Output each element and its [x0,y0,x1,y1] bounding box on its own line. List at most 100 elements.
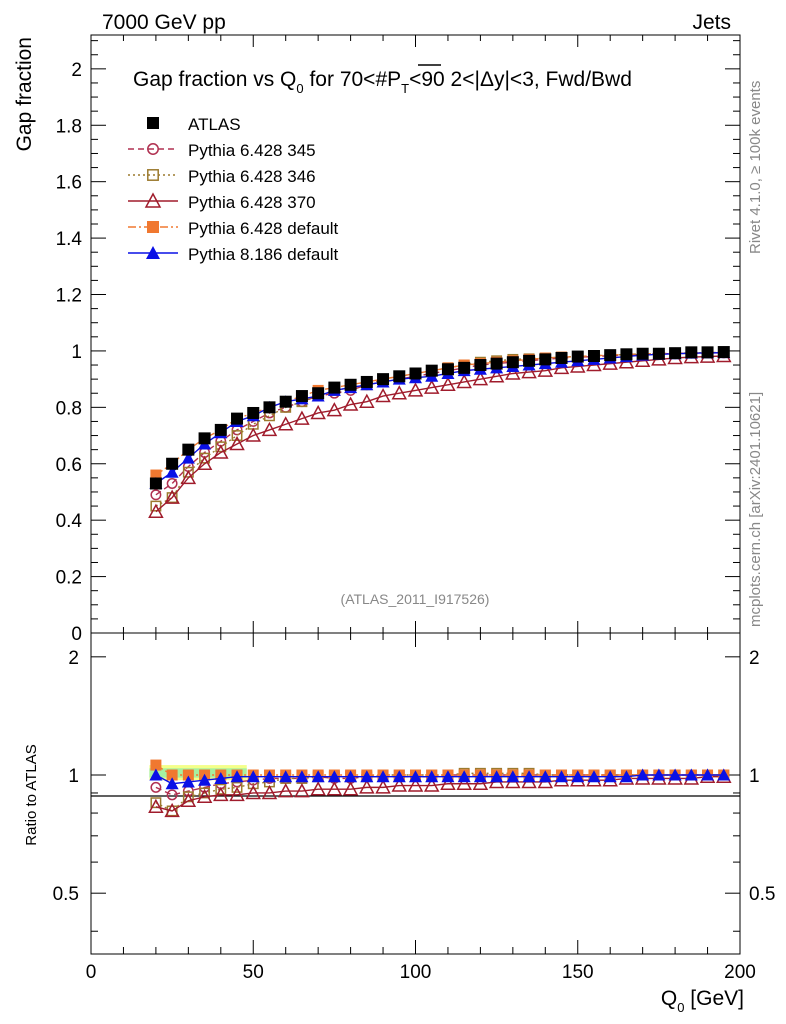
ratio-point [425,770,439,783]
analysis-watermark: (ATLAS_2011_I917526) [341,591,490,607]
ratio-y-tick-label-right: 2 [749,648,760,669]
data-point [198,432,211,445]
data-point [360,375,373,388]
data-point [458,361,471,374]
ratio-y-tick-label: 1 [68,766,79,787]
ratio-point [684,768,698,781]
ratio-point [375,779,391,794]
header-left: 7000 GeV pp [102,11,226,34]
ratio-point [440,775,456,791]
data-point [393,370,406,383]
ratio-point [229,786,245,802]
ratio-point [423,777,440,792]
data-point [247,406,260,419]
data-point [539,353,552,366]
legend-label: ATLAS [188,115,241,134]
ratio-point [180,792,197,807]
data-point [377,373,390,386]
x-tick-label: 200 [724,962,756,983]
chart-title: Gap fraction vs Q0 for 70<#PT<90 2<|Δy|<… [133,68,632,96]
data-point [523,354,536,367]
x-tick-label: 0 [86,962,97,983]
legend-item: Pythia 6.428 345 [128,141,316,160]
data-point [166,457,179,470]
ratio-point [230,770,244,783]
main-y-tick-label: 0.2 [56,568,82,589]
ratio-y-tick-label: 0.5 [53,884,79,905]
ratio-point [295,770,309,783]
data-point [375,387,391,403]
ratio-point [392,770,406,783]
ratio-point [261,784,278,800]
ratio-point [310,781,326,796]
data-point [149,477,162,490]
legend-label: Pythia 6.428 346 [188,167,316,186]
ratio-point [407,777,424,792]
x-tick-label: 150 [562,962,594,983]
main-axis-ticks [90,35,741,634]
ratio-series-pythia-8-186-default [149,768,731,790]
main-panel: 0 0.2 0.4 0.6 0.8 1 1.2 1.4 1.6 1.8 2 Gap fraction… [13,34,741,645]
data-point [180,469,197,485]
ratio-point [198,773,212,786]
legend-marker [147,221,159,233]
data-point [685,346,698,359]
data-point [182,466,194,478]
ratio-point [294,783,310,798]
ratio-point [262,770,276,783]
data-point [472,371,489,386]
x-tick-label: 100 [400,962,432,983]
data-point [604,349,617,362]
legend-item: ATLAS [147,115,241,134]
ratio-point [409,770,422,783]
main-y-tick-label: 0 [71,624,82,645]
ratio-point [359,779,375,794]
ratio-point [149,768,163,781]
x-tick-label: 50 [243,962,264,983]
ratio-point [506,770,520,783]
data-point [181,451,195,464]
ratio-point [490,770,504,783]
data-point [279,395,292,408]
main-y-tick-label: 0.4 [56,511,83,532]
ratio-axis-ticks [90,633,741,954]
ratio-point [214,771,228,784]
data-point [150,469,162,481]
ratio-point [150,781,162,793]
data-point [328,381,341,394]
legend-item: Pythia 6.428 346 [128,167,316,186]
data-point [214,423,227,436]
data-point [359,393,375,408]
data-point [150,500,162,512]
ratio-point [457,770,471,783]
data-point [196,455,213,471]
legend-item: Pythia 6.428 default [128,219,339,238]
data-point [213,444,229,459]
data-point [669,347,682,360]
main-y-tick-label: 1 [71,342,82,363]
ratio-point [587,770,601,783]
legend-marker [144,192,162,208]
ratio-point [166,805,178,817]
ratio-point [148,798,164,814]
data-point [165,465,179,478]
x-axis-label: Q0 [GeV] [661,987,744,1015]
ratio-point [182,769,194,781]
band-inner [149,768,247,778]
legend-label: Pythia 6.428 345 [188,141,316,160]
ratio-y-tick-label: 2 [68,648,79,669]
mcplots-credit: mcplots.cern.ch [arXiv:2401.10621] [747,392,764,627]
data-point [231,430,243,441]
legend-label: Pythia 8.186 default [188,245,339,264]
data-point [440,376,456,392]
data-point [148,503,164,518]
legend: ATLAS Pythia 6.428 345 Pythia 6.428 346 Pyt… [128,115,339,264]
main-y-axis-label: Gap fraction [13,37,36,151]
data-point [166,492,178,504]
data-point [488,368,505,383]
data-point [150,489,162,501]
x-tick-labels: 0 50 100 150 200 [86,962,756,983]
data-point [441,363,454,376]
ratio-point [311,770,325,783]
header-right: Jets [692,11,731,34]
